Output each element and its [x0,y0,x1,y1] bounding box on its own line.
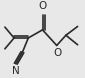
Text: O: O [38,1,47,11]
Text: N: N [12,66,20,76]
Text: O: O [53,48,62,58]
